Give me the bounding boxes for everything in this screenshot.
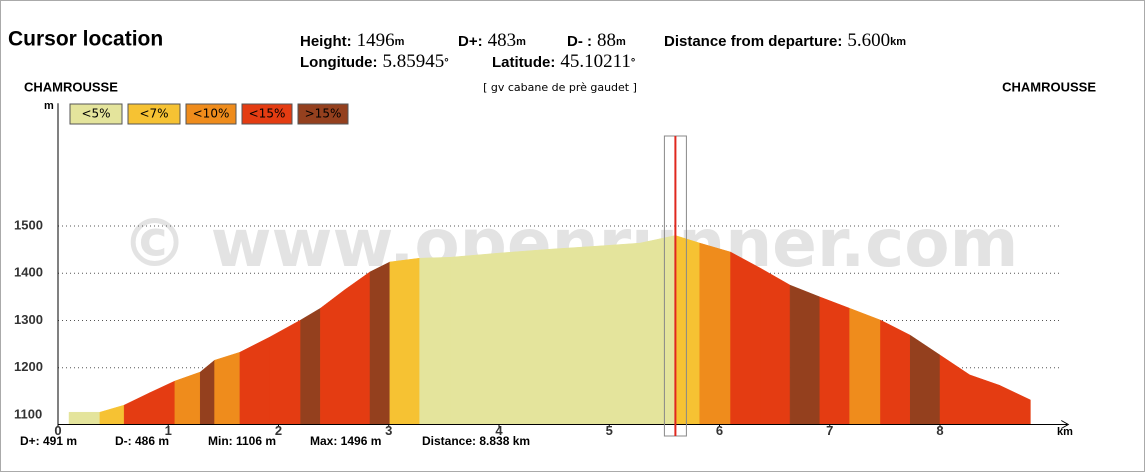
field-unit: m [516, 36, 526, 48]
x-tick-label: 0 [54, 423, 61, 438]
profile-segment [499, 248, 550, 425]
y-tick-label: 1100 [14, 406, 42, 421]
profile-segment [320, 289, 345, 425]
y-tick-label: 1500 [14, 217, 43, 232]
profile-segment [389, 257, 420, 425]
profile-segment [300, 307, 321, 425]
cursor-field: Height: 1496m [300, 30, 405, 51]
field-label: D+: [458, 33, 483, 50]
field-value: 45.10211 [560, 51, 631, 72]
y-tick-label: 1300 [14, 312, 43, 327]
header-title: Cursor location [8, 28, 163, 51]
legend-swatch [127, 103, 181, 125]
legend-swatch [297, 103, 349, 125]
cursor-field: Longitude: 5.85945° [300, 51, 449, 72]
cursor-field: Distance from departure: 5.600km [664, 30, 906, 51]
end-label: CHAMROUSSE [1002, 79, 1096, 94]
x-unit: km [1057, 426, 1073, 438]
stat: Distance: 8.838 km [422, 434, 530, 448]
legend-label: <7% [139, 107, 168, 121]
field-label: Latitude: [492, 54, 555, 71]
y-tick-label: 1400 [14, 265, 43, 280]
profile-segment [68, 411, 101, 425]
field-value: 5.85945 [382, 51, 444, 72]
x-axis-arrow [1061, 420, 1070, 429]
route-label: [ gv cabane de prè gaudet ] [483, 81, 637, 94]
profile-segment [214, 351, 241, 425]
profile-segment [450, 252, 501, 425]
profile-segment [600, 242, 641, 425]
x-tick-label: 8 [936, 423, 943, 438]
cursor-field: D+: 483m [458, 30, 526, 51]
x-tick-label: 7 [826, 423, 833, 438]
profile-segment [269, 319, 301, 425]
profile-segment [174, 371, 201, 425]
profile-segment [760, 267, 791, 425]
profile-segment [819, 296, 850, 425]
field-label: Height: [300, 33, 352, 50]
cursor-field: D- : 88m [567, 30, 626, 51]
profile-segment [730, 251, 761, 425]
field-unit: m [616, 36, 626, 48]
legend-swatch [185, 103, 237, 125]
profile-segment [880, 319, 911, 425]
legend-label: >15% [305, 107, 342, 121]
field-value: 88 [597, 30, 616, 51]
legend-swatch [241, 103, 293, 125]
field-unit: ° [444, 57, 448, 69]
x-tick-label: 5 [606, 423, 613, 438]
profile-segment [789, 284, 821, 425]
profile-segment [675, 235, 700, 425]
field-unit: m [395, 36, 405, 48]
field-label: Longitude: [300, 54, 377, 71]
start-label: CHAMROUSSE [24, 79, 118, 94]
profile-segment [849, 307, 881, 425]
profile-segment [419, 256, 451, 425]
stat: D-: 486 m [115, 434, 169, 448]
field-unit: ° [631, 57, 635, 69]
legend-label: <5% [81, 107, 110, 121]
x-tick-label: 1 [165, 423, 172, 438]
y-unit: m [44, 100, 54, 112]
stat: Min: 1106 m [208, 434, 276, 448]
profile-segment [344, 271, 371, 425]
profile-segment [699, 242, 731, 425]
y-tick-label: 1200 [14, 359, 43, 374]
field-value: 483 [488, 30, 517, 51]
legend-swatch [69, 103, 123, 125]
field-unit: km [890, 36, 906, 48]
field-value: 1496 [357, 30, 395, 51]
stat: Max: 1496 m [310, 434, 381, 448]
x-tick-label: 3 [385, 423, 392, 438]
x-tick-label: 2 [275, 423, 282, 438]
profile-segment [369, 261, 391, 425]
legend-label: <10% [193, 107, 230, 121]
field-label: Distance from departure: [664, 33, 842, 50]
profile-segment [549, 245, 601, 425]
x-tick-label: 6 [716, 423, 723, 438]
stat: D+: 491 m [20, 434, 77, 448]
field-value: 5.600 [847, 30, 890, 51]
cursor-field: Latitude: 45.10211° [492, 51, 635, 72]
profile-segment [639, 235, 676, 425]
legend-label: <15% [249, 107, 286, 121]
x-tick-label: 4 [495, 423, 503, 438]
field-label: D- : [567, 33, 592, 50]
profile-segment [239, 336, 270, 425]
